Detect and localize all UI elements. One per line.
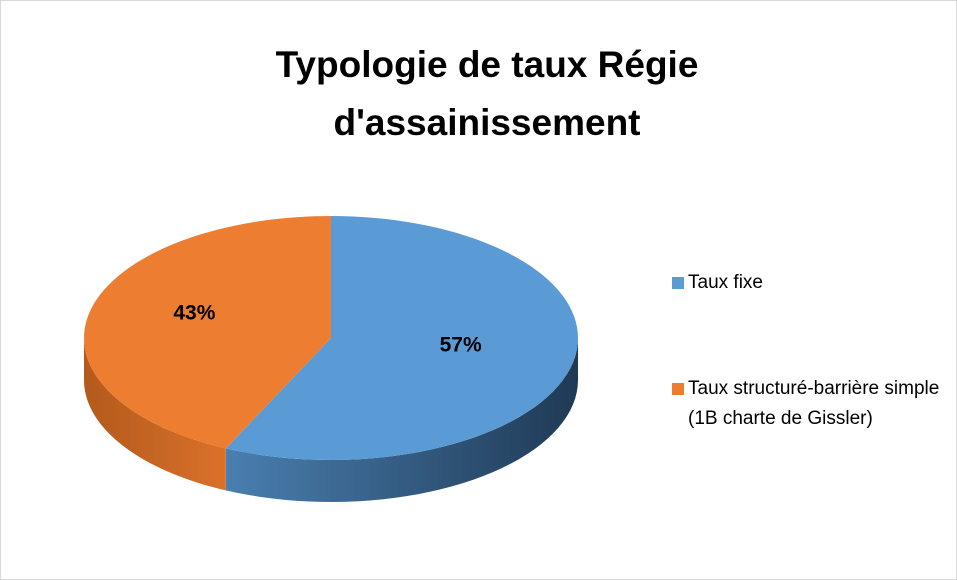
slice-side (225, 338, 578, 502)
slice (84, 216, 331, 449)
legend-swatch (672, 383, 684, 395)
slice (225, 216, 578, 460)
slice-side (84, 338, 226, 491)
legend-label: Taux structuré-barrière simple (1B chart… (688, 378, 940, 429)
data-label: 57% (440, 334, 482, 357)
legend-label: Taux fixe (688, 272, 763, 293)
data-label: 43% (173, 302, 215, 325)
legend-swatch (672, 277, 684, 289)
chart-title: Typologie de taux Régie d'assainissement (275, 44, 699, 143)
